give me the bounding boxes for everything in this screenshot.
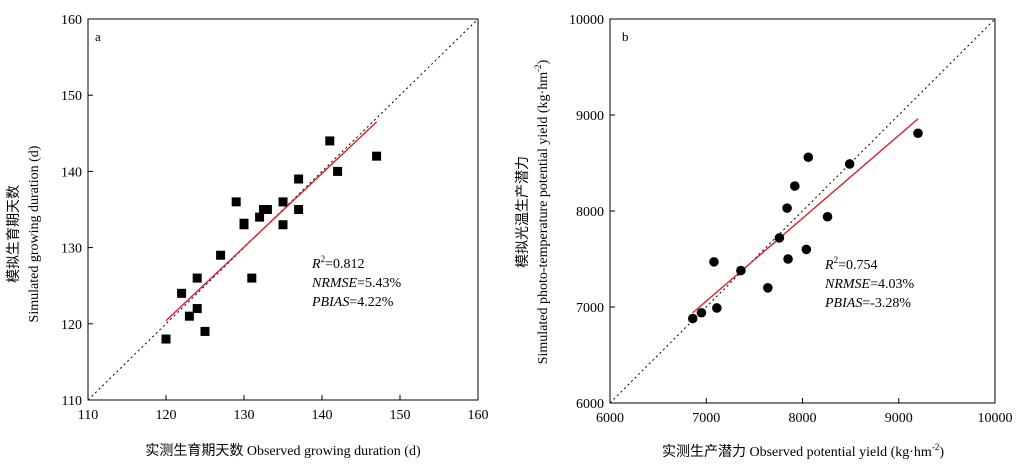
- one-to-one-line-a: [87, 18, 479, 401]
- x-tick-label: 110: [78, 408, 98, 423]
- x-tick-label: 150: [390, 408, 411, 423]
- data-point: [216, 250, 226, 260]
- x-tick-label: 160: [468, 408, 489, 423]
- data-point: [801, 244, 812, 255]
- fit-line-b: [692, 118, 919, 314]
- x-axis-title-b: 实测生产潜力 Observed potential yield (kg·hm-2…: [662, 442, 944, 460]
- data-point: [803, 152, 814, 163]
- data-point: [782, 203, 792, 213]
- data-point: [255, 212, 265, 222]
- data-point: [783, 254, 793, 264]
- x-tick-label: 130: [234, 408, 255, 423]
- data-point: [333, 166, 343, 176]
- y-axis-title-en-a: Simulated growing duration (d): [27, 145, 42, 322]
- x-tick-label: 10000: [978, 411, 1013, 426]
- y-tick-label: 9000: [576, 109, 604, 124]
- panel-b: 6000 7000 8000 9000 10000 6000 7000 8000 9000 100…: [515, 13, 1013, 460]
- data-point: [200, 326, 210, 336]
- stats-nrmse-a: NRMSE=5.43%: [311, 276, 402, 291]
- data-point: [294, 174, 304, 184]
- y-tick-label: 140: [61, 165, 82, 180]
- tick-labels-a: 110 120 130 140 150 160 110 120 130 140 150 160: [61, 13, 489, 423]
- stats-pbias-b: PBIAS=-3.28%: [824, 296, 911, 311]
- y-tick-label: 130: [61, 242, 82, 257]
- fit-line-a: [165, 121, 378, 322]
- y-tick-label: 160: [61, 13, 82, 28]
- panel-label-b: b: [622, 29, 629, 44]
- data-point: [913, 128, 923, 139]
- y-tick-label: 150: [61, 89, 82, 104]
- x-tick-label: 6000: [596, 411, 624, 426]
- y-tick-label: 120: [61, 318, 82, 333]
- data-point: [712, 303, 722, 313]
- tick-marks-b: [609, 18, 996, 404]
- data-point: [184, 311, 194, 321]
- stats-nrmse-b: NRMSE=4.03%: [824, 277, 915, 292]
- data-point: [231, 197, 241, 207]
- data-point: [325, 136, 335, 146]
- y-tick-label: 8000: [576, 205, 604, 220]
- panel-label-a: a: [95, 29, 101, 44]
- data-point: [278, 220, 288, 230]
- regression-line: [165, 121, 378, 322]
- x-axis-title-a: 实测生育期天数 Observed growing duration (d): [145, 443, 421, 459]
- data-point: [294, 205, 304, 214]
- regression-line: [692, 118, 919, 314]
- x-tick-label: 140: [312, 408, 333, 423]
- data-points-b: [687, 128, 923, 324]
- y-axis-title-cn-b: 模拟光温生产潜力: [515, 156, 531, 268]
- plot-frame-a: [87, 18, 479, 401]
- data-point: [790, 181, 800, 191]
- data-point: [177, 288, 187, 298]
- data-point: [192, 304, 202, 314]
- data-point: [687, 313, 698, 324]
- one-to-one-line: [609, 18, 996, 404]
- x-tick-label: 120: [156, 408, 177, 423]
- data-point: [696, 307, 707, 318]
- y-axis-title-cn-a: 模拟生育期天数: [6, 185, 22, 283]
- x-tick-label: 7000: [692, 411, 720, 426]
- one-to-one-line-b: [609, 18, 996, 404]
- data-point: [736, 265, 746, 276]
- y-axis-title-en-b: Simulated photo-temperature potential yi…: [533, 59, 551, 364]
- data-point: [822, 211, 833, 222]
- y-tick-label: 6000: [576, 397, 604, 412]
- y-tick-label: 10000: [569, 13, 604, 28]
- y-tick-label: 7000: [576, 301, 604, 316]
- data-points-a: [161, 136, 382, 344]
- data-point: [844, 159, 855, 169]
- data-point: [709, 257, 719, 267]
- x-tick-label: 8000: [789, 411, 817, 426]
- tick-labels-b: 6000 7000 8000 9000 10000 6000 7000 8000 9000 100…: [569, 13, 1013, 426]
- data-point: [239, 218, 249, 228]
- one-to-one-line: [87, 18, 479, 401]
- data-point: [763, 283, 773, 293]
- y-tick-label: 110: [62, 394, 82, 409]
- data-point: [247, 273, 257, 283]
- data-point: [161, 334, 171, 344]
- stats-r2-a: R2=0.812: [311, 254, 364, 272]
- data-point: [192, 273, 202, 283]
- stats-r2-b: R2=0.754: [824, 255, 877, 273]
- data-point: [372, 151, 382, 161]
- data-point: [774, 233, 785, 243]
- panel-a: 110 120 130 140 150 160 110 120 130 140 150 160 a R…: [6, 13, 489, 459]
- data-point: [262, 205, 272, 214]
- x-tick-label: 9000: [885, 411, 913, 426]
- data-point: [278, 197, 288, 207]
- tick-marks-a: [87, 18, 479, 401]
- stats-pbias-a: PBIAS=4.22%: [311, 295, 394, 310]
